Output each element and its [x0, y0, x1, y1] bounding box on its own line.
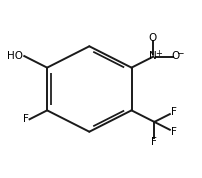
- Text: O: O: [148, 33, 156, 43]
- Text: F: F: [151, 137, 157, 146]
- Text: +: +: [155, 49, 161, 57]
- Text: HO: HO: [7, 51, 23, 61]
- Text: F: F: [170, 127, 176, 137]
- Text: F: F: [23, 114, 28, 124]
- Text: −: −: [175, 49, 183, 57]
- Text: O: O: [171, 51, 179, 61]
- Text: F: F: [170, 107, 176, 117]
- Text: N: N: [148, 51, 156, 61]
